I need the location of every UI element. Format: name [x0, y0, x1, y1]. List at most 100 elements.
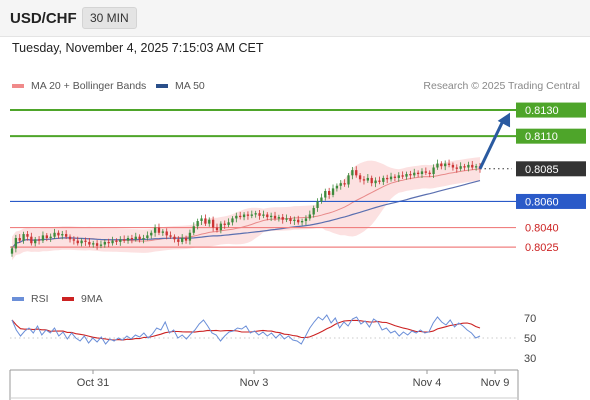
rsi-tick-label: 50	[524, 333, 536, 345]
candle-body	[351, 170, 354, 176]
candle-body	[107, 241, 110, 244]
level-label: 0.8085	[525, 164, 559, 176]
x-tick-label: Nov 9	[481, 377, 510, 389]
candle-body	[34, 239, 37, 244]
candle-body	[382, 177, 385, 182]
candle-body	[200, 218, 203, 222]
candle-body	[428, 172, 431, 175]
candle-body	[409, 174, 412, 176]
candle-body	[103, 241, 106, 245]
candle-body	[84, 240, 87, 242]
candle-body	[273, 215, 277, 219]
candle-body	[10, 248, 14, 254]
candle-body	[165, 231, 168, 236]
ma9-legend-label: 9MA	[81, 293, 103, 305]
candle-body	[92, 243, 95, 245]
candle-body	[444, 163, 447, 167]
candle-body	[293, 219, 296, 222]
candle-body	[30, 236, 33, 244]
rsi-ma-line	[11, 319, 481, 341]
candle-body	[401, 175, 404, 177]
candle-body	[355, 170, 358, 176]
candle-body	[459, 166, 462, 169]
candle-body	[223, 223, 226, 225]
candle-body	[405, 174, 408, 177]
candle-body	[57, 232, 60, 236]
candle-body	[374, 180, 377, 184]
candle-body	[150, 232, 153, 236]
rsi-legend-label: RSI	[31, 293, 49, 305]
candle-body	[184, 238, 188, 241]
candle-body	[463, 166, 466, 168]
candle-body	[53, 232, 56, 237]
candle-body	[196, 221, 199, 227]
candle-body	[289, 218, 292, 222]
level-label: 0.8060	[525, 196, 559, 208]
legend-rsi: RSI	[12, 293, 49, 305]
candle-body	[312, 207, 315, 215]
candle-body	[366, 177, 369, 181]
candle-body	[239, 215, 242, 218]
candle-body	[389, 176, 393, 180]
candle-body	[308, 214, 311, 219]
candle-body	[49, 236, 52, 238]
candle-body	[262, 214, 265, 216]
level-label: 0.8025	[525, 242, 559, 254]
timeframe-button[interactable]: 30 MIN	[82, 7, 137, 29]
candle-body	[378, 180, 381, 182]
candle-body	[258, 213, 261, 216]
candle-body	[153, 227, 157, 233]
candle-body	[451, 164, 455, 168]
candle-body	[335, 185, 339, 189]
level-label-box	[516, 193, 586, 209]
candle-body	[343, 183, 346, 185]
candle-body	[266, 214, 269, 218]
candle-body	[281, 217, 284, 220]
candle-body	[316, 201, 319, 208]
candle-body	[440, 163, 443, 167]
candle-body	[88, 241, 91, 245]
candle-body	[254, 213, 257, 215]
candle-body	[76, 240, 79, 244]
ma50-swatch	[156, 84, 168, 88]
candle-body	[320, 197, 323, 202]
x-tick-label: Oct 31	[77, 377, 109, 389]
candle-body	[358, 175, 362, 180]
candle-body	[277, 217, 281, 219]
bollinger-band	[12, 157, 480, 261]
candle-body	[219, 223, 223, 231]
candle-body	[304, 218, 308, 222]
candle-body	[413, 172, 416, 176]
legend-ma50: MA 50	[156, 80, 205, 92]
legend-ma20: MA 20 + Bollinger Bands	[12, 80, 146, 92]
x-tick-label: Nov 3	[240, 377, 269, 389]
candle-body	[285, 218, 288, 220]
forecast-arrow-head	[497, 112, 511, 128]
candle-body	[211, 219, 215, 228]
candle-body	[123, 239, 126, 241]
candle-body	[328, 191, 331, 195]
candle-body	[18, 238, 21, 241]
level-label: 0.8130	[525, 105, 559, 117]
candle-body	[115, 240, 118, 242]
candle-body	[432, 167, 435, 175]
candle-body	[420, 171, 424, 175]
candle-body	[61, 234, 64, 236]
candle-body	[64, 234, 68, 237]
level-label-box	[516, 161, 586, 177]
x-tick-label: Nov 4	[413, 377, 442, 389]
ma9-swatch	[62, 297, 74, 301]
legend-9ma: 9MA	[62, 293, 103, 305]
ma50-legend-label: MA 50	[175, 80, 205, 92]
candle-body	[80, 240, 83, 244]
candle-body	[177, 239, 180, 242]
level-label-box	[516, 128, 586, 144]
symbol-label: USD/CHF	[10, 10, 77, 27]
ma20-swatch	[12, 84, 24, 88]
candle-body	[169, 235, 172, 237]
candle-body	[37, 239, 41, 241]
ma20-legend-label: MA 20 + Bollinger Bands	[31, 80, 147, 92]
rsi-tick-label: 30	[524, 353, 536, 365]
candle-body	[72, 239, 76, 241]
